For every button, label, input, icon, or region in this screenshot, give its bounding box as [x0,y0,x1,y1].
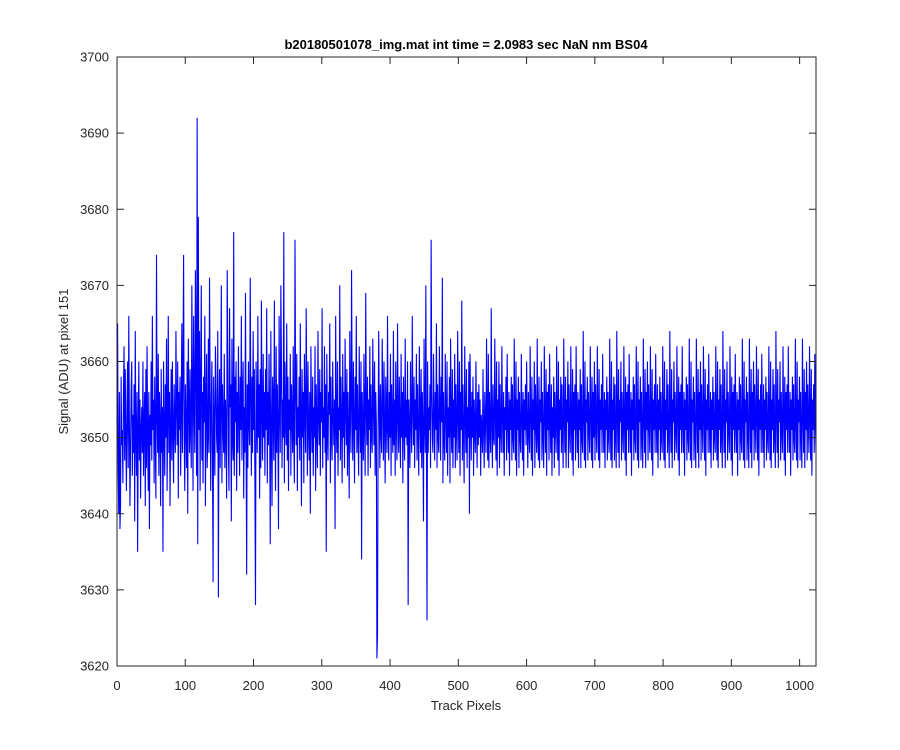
x-axis: 0 100 200 300 400 500 600 700 800 900 1000 [113,57,814,693]
series-line-1 [116,117,817,659]
series-layer [116,117,817,659]
x-tick-label: 1000 [785,678,814,693]
x-tick-label: 800 [652,678,674,693]
y-tick-label: 3670 [80,278,109,293]
y-axis-label: Signal (ADU) at pixel 151 [56,289,71,435]
y-tick-label: 3620 [80,659,109,674]
x-axis-label: Track Pixels [431,698,502,713]
chart-title: b20180501078_img.mat int time = 2.0983 s… [284,37,648,52]
x-tick-label: 0 [113,678,120,693]
y-tick-label: 3650 [80,430,109,445]
y-tick-label: 3660 [80,354,109,369]
x-tick-label: 100 [174,678,196,693]
x-tick-label: 300 [311,678,333,693]
x-tick-label: 600 [516,678,538,693]
y-tick-label: 3700 [80,50,109,65]
y-axis: 3620 3630 3640 3650 3660 3670 3680 3690 3700 [80,50,816,674]
y-tick-label: 3630 [80,582,109,597]
y-tick-label: 3640 [80,506,109,521]
x-tick-label: 900 [721,678,743,693]
y-tick-label: 3690 [80,126,109,141]
x-tick-label: 200 [243,678,265,693]
x-tick-label: 700 [584,678,606,693]
x-tick-label: 500 [447,678,469,693]
y-tick-label: 3680 [80,202,109,217]
x-tick-label: 400 [379,678,401,693]
